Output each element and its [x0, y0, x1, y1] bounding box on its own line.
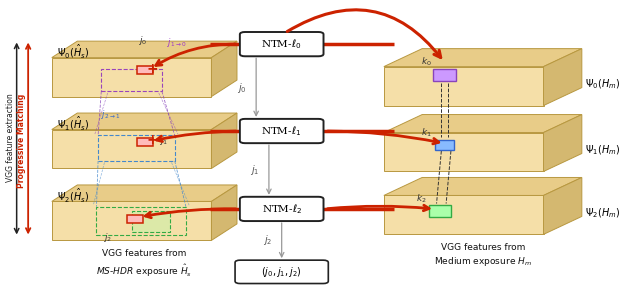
Bar [137, 138, 153, 146]
Text: $j_2$: $j_2$ [103, 231, 112, 244]
Bar [433, 69, 456, 81]
Text: $j_2$: $j_2$ [263, 233, 272, 247]
Text: $k_2$: $k_2$ [417, 193, 427, 205]
Text: $j_{1\to 0}$: $j_{1\to 0}$ [167, 36, 186, 49]
Text: $(j_0,j_1,j_2)$: $(j_0,j_1,j_2)$ [261, 265, 302, 279]
Text: $j_1$: $j_1$ [250, 163, 259, 177]
Bar [101, 69, 162, 92]
Text: NTM-$\ell_0$: NTM-$\ell_0$ [261, 37, 302, 51]
Polygon shape [543, 178, 582, 234]
Polygon shape [384, 132, 543, 172]
Polygon shape [384, 178, 582, 195]
Bar [429, 205, 451, 217]
Polygon shape [211, 185, 237, 240]
Polygon shape [52, 129, 211, 169]
Polygon shape [211, 41, 237, 97]
FancyBboxPatch shape [240, 119, 323, 143]
Text: $\Psi_2(\hat{H}_s)$: $\Psi_2(\hat{H}_s)$ [57, 186, 90, 204]
Polygon shape [52, 201, 211, 240]
Text: $j_0$: $j_0$ [138, 34, 147, 47]
Polygon shape [52, 41, 237, 57]
Text: $j_1$: $j_1$ [159, 134, 168, 147]
Text: NTM-$\ell_1$: NTM-$\ell_1$ [262, 124, 302, 138]
Polygon shape [384, 195, 543, 234]
FancyBboxPatch shape [235, 260, 328, 284]
Text: $j_0$: $j_0$ [237, 81, 246, 95]
FancyBboxPatch shape [240, 32, 323, 56]
Bar [137, 66, 153, 74]
Polygon shape [543, 49, 582, 106]
Text: VGG feature extraction: VGG feature extraction [6, 93, 15, 182]
Polygon shape [52, 113, 237, 129]
Text: VGG features from
Medium exposure $H_m$: VGG features from Medium exposure $H_m$ [434, 244, 532, 268]
Bar [132, 211, 170, 232]
Bar [98, 135, 175, 161]
Text: $\Psi_1(\hat{H}_s)$: $\Psi_1(\hat{H}_s)$ [57, 115, 90, 132]
Text: $k_1$: $k_1$ [421, 126, 432, 139]
Polygon shape [52, 57, 211, 97]
Polygon shape [211, 113, 237, 169]
Polygon shape [384, 49, 582, 67]
Text: $j_{2\to 1}$: $j_{2\to 1}$ [101, 108, 120, 121]
Text: $k_0$: $k_0$ [421, 55, 432, 68]
Text: $\Psi_2(H_m)$: $\Psi_2(H_m)$ [585, 206, 620, 220]
Text: +: + [147, 133, 158, 147]
Bar [127, 215, 143, 223]
FancyBboxPatch shape [240, 197, 323, 221]
Bar [97, 207, 186, 235]
Polygon shape [543, 115, 582, 172]
Polygon shape [384, 115, 582, 132]
Text: VGG features from
$\mathit{MS}$-$\mathit{HDR}$ exposure $\hat{H}_s$: VGG features from $\mathit{MS}$-$\mathit… [96, 249, 193, 279]
Text: $\Psi_1(H_m)$: $\Psi_1(H_m)$ [585, 143, 620, 157]
Bar [435, 140, 454, 150]
Text: +: + [147, 61, 158, 76]
Text: $\Psi_0(H_m)$: $\Psi_0(H_m)$ [585, 77, 620, 91]
Text: $\Psi_0(\hat{H}_s)$: $\Psi_0(\hat{H}_s)$ [57, 43, 90, 61]
Polygon shape [52, 185, 237, 201]
Text: NTM-$\ell_2$: NTM-$\ell_2$ [262, 202, 302, 216]
Text: Progressive Matching: Progressive Matching [17, 94, 26, 188]
Polygon shape [384, 67, 543, 106]
